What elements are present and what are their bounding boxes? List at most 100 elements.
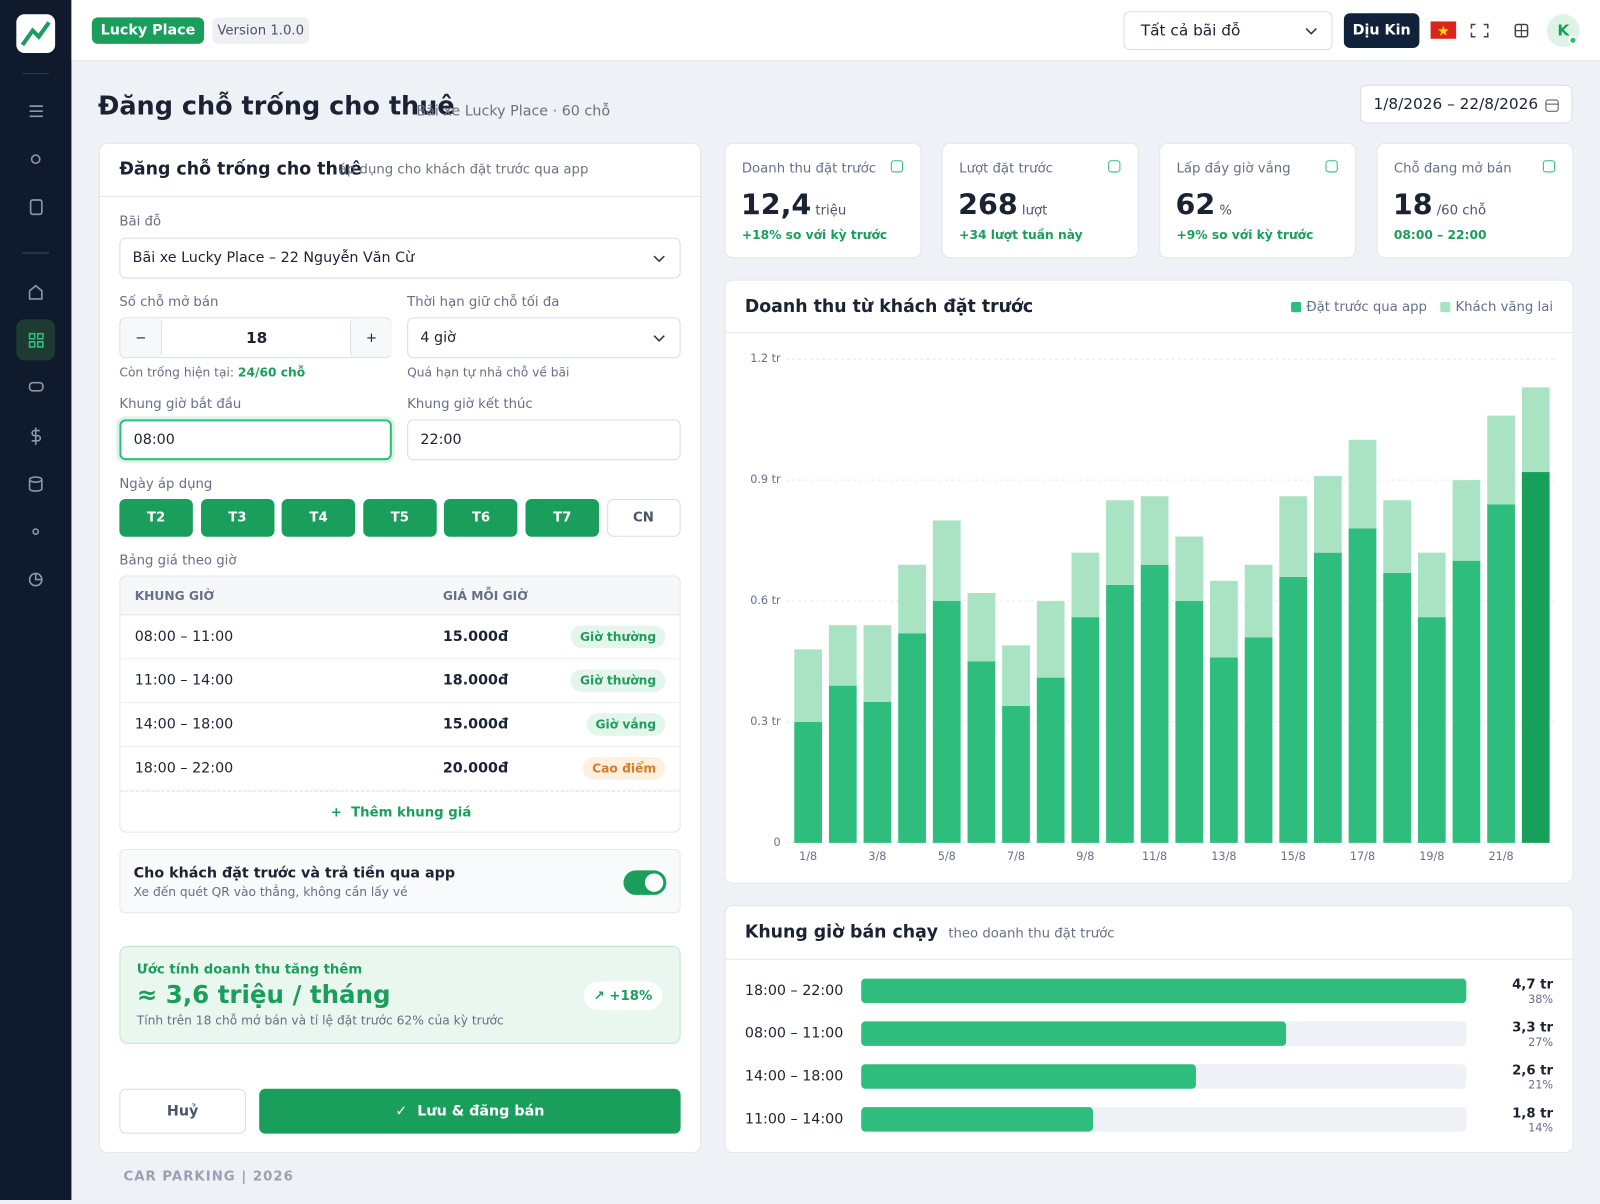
end-field[interactable]: 22:00	[407, 419, 681, 461]
bar	[1348, 439, 1377, 529]
chevron	[653, 255, 665, 263]
date-range-text: 1/8/2026 – 22/8/2026	[1373, 94, 1539, 114]
value-label: 2,6 tr	[1512, 1063, 1553, 1078]
price-cell: 15.000đ	[442, 716, 509, 733]
slots-value[interactable]: 18	[245, 328, 268, 347]
chart-title: Doanh thu từ khách đặt trước	[745, 297, 1033, 317]
user-button[interactable]: Dịu Kin	[1343, 13, 1420, 48]
field-label: Ngày áp dụng	[119, 476, 213, 492]
bar	[1175, 536, 1204, 602]
chevron	[653, 335, 665, 342]
day-button[interactable]: T3	[200, 498, 275, 537]
field-value: 4 giờ	[420, 329, 456, 346]
header-icons	[1430, 21, 1529, 39]
kpi-icon	[1542, 160, 1556, 173]
toggle-knob	[644, 873, 664, 892]
price-tag: Giờ thường	[570, 669, 666, 692]
value-label: 4,7 tr	[1512, 978, 1553, 993]
stepper-minus[interactable]: −	[120, 318, 163, 358]
kpi-icon	[1325, 160, 1338, 173]
kpi-card	[1376, 142, 1574, 259]
kpi-delta: +18% so với kỳ trước	[741, 227, 888, 242]
bar	[1175, 601, 1204, 843]
bar	[1071, 617, 1100, 843]
field-label: Khung giờ kết thúc	[407, 396, 533, 413]
estimate-badge: ↗ +18%	[583, 981, 663, 1011]
x-tick-label: 11/8	[1142, 850, 1167, 863]
bar	[1521, 387, 1550, 473]
kpi-number: 62	[1175, 187, 1216, 222]
table-row	[120, 747, 680, 791]
bar	[861, 1064, 1196, 1089]
bar	[1106, 500, 1134, 585]
kpi-card	[724, 142, 922, 259]
share-label: 38%	[1528, 993, 1553, 1006]
time-cell: 11:00 – 14:00	[134, 672, 234, 689]
row-label: 14:00 – 18:00	[745, 1069, 843, 1085]
kpi-label: Lấp đầy giờ vắng	[1176, 161, 1291, 177]
bar	[898, 564, 926, 634]
chart-title: Khung giờ bán chạy	[745, 923, 938, 943]
lot-select-text: Tất cả bãi đỗ	[1140, 21, 1241, 40]
pricing-table: KHUNG GIỜ GIÁ MỖI GIỜ + Thêm khung giá 0…	[119, 575, 681, 833]
add-price[interactable]: + Thêm khung giá	[120, 790, 680, 832]
cancel-button[interactable]: Huỷ	[119, 1088, 246, 1134]
share-label: 14%	[1528, 1122, 1553, 1135]
column-header: GIÁ MỖI GIỜ	[442, 588, 528, 604]
hold-field[interactable]: 4 giờ	[407, 317, 681, 359]
stepper-plus[interactable]: +	[349, 318, 392, 358]
add-price-text: Thêm khung giá	[351, 804, 472, 820]
lot-field[interactable]: Bãi xe Lucky Place – 22 Nguyễn Văn Cừ	[119, 237, 681, 279]
kpi-value: 62%	[1176, 188, 1232, 222]
bar	[1210, 657, 1238, 843]
table-row	[120, 703, 680, 747]
bar	[932, 520, 961, 602]
bar	[861, 978, 1467, 1004]
price-cell: 20.000đ	[442, 760, 509, 777]
kpi-number: 268	[958, 187, 1018, 222]
start-field[interactable]: 08:00	[119, 419, 392, 461]
day-button[interactable]: CN	[606, 498, 681, 537]
value-label: 1,8 tr	[1512, 1106, 1553, 1121]
x-tick-label: 21/8	[1488, 850, 1513, 863]
day-button[interactable]: T6	[444, 498, 518, 537]
bar	[1521, 472, 1550, 843]
x-tick-label: 13/8	[1211, 850, 1236, 863]
y-tick-label: 1.2 tr	[750, 352, 781, 365]
day-button[interactable]: T5	[363, 498, 437, 537]
estimate-badge-text: +18%	[609, 988, 653, 1004]
form-title: Đăng chỗ trống cho thuê	[119, 159, 362, 180]
bar	[967, 661, 996, 843]
bar	[1140, 496, 1169, 565]
lot-select[interactable]: Tất cả bãi đỗ	[1123, 11, 1333, 50]
x-tick-label: 7/8	[1007, 850, 1025, 863]
kpi-delta: +34 lượt tuần này	[959, 227, 1083, 242]
bar	[794, 721, 822, 843]
available-value: 24/60 chỗ	[237, 365, 306, 380]
sidebar-icons	[16, 14, 56, 587]
bar	[828, 685, 857, 843]
bar	[1348, 528, 1377, 843]
day-button[interactable]: T2	[119, 498, 193, 537]
kpi-value: 268 lượt	[958, 188, 1047, 222]
kpi-card	[941, 142, 1139, 259]
bar	[1417, 617, 1446, 843]
value-label: 3,3 tr	[1512, 1021, 1553, 1036]
table-header	[120, 576, 680, 616]
bar	[1106, 584, 1134, 843]
date-range[interactable]: 1/8/2026 – 22/8/2026	[1360, 84, 1573, 124]
kpi-unit: lượt	[1021, 203, 1048, 219]
divider	[98, 195, 702, 197]
day-button[interactable]: T4	[281, 498, 356, 537]
share-label: 27%	[1528, 1036, 1553, 1049]
bar	[1487, 415, 1515, 505]
x-tick-label: 19/8	[1419, 850, 1444, 863]
x-tick-label: 5/8	[938, 850, 956, 863]
day-button[interactable]: T7	[525, 498, 599, 537]
save-button[interactable]: ✓ Lưu & đăng bán	[259, 1088, 681, 1134]
y-tick-label: 0.9 tr	[750, 473, 781, 486]
time-cell: 08:00 – 11:00	[134, 628, 234, 645]
toggle[interactable]	[623, 870, 667, 895]
kpi-icon	[1108, 160, 1121, 173]
